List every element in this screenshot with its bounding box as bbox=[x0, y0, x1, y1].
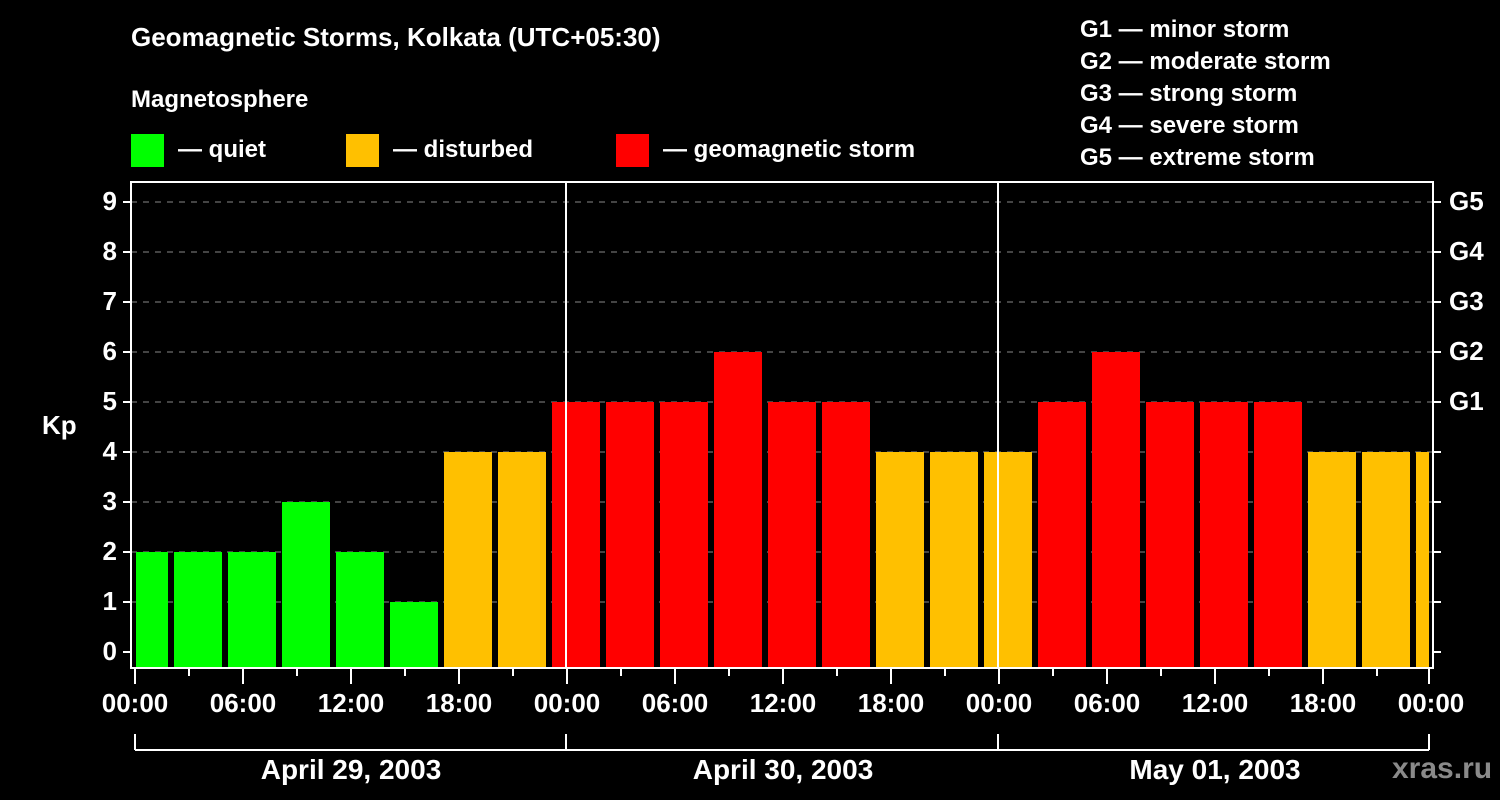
x-tick-label: 06:00 bbox=[1073, 688, 1141, 718]
y-tick-label: 8 bbox=[102, 236, 117, 266]
g-scale-item: G2 — moderate storm bbox=[1080, 48, 1331, 75]
kp-bar bbox=[1038, 402, 1086, 667]
g-scale-item: G4 — severe storm bbox=[1080, 112, 1299, 139]
y-tick-label: 1 bbox=[102, 586, 117, 616]
y-tick-label: 3 bbox=[102, 486, 117, 516]
kp-bar bbox=[1254, 402, 1302, 667]
legend-label: — quiet bbox=[178, 136, 266, 163]
x-tick-label: 00:00 bbox=[101, 688, 169, 718]
legend-item-disturbed: — disturbed bbox=[346, 133, 534, 167]
kp-bar bbox=[282, 502, 330, 667]
y-tick-label: 6 bbox=[102, 336, 117, 366]
kp-bar bbox=[1146, 402, 1194, 667]
g-scale-item: G5 — extreme storm bbox=[1080, 144, 1315, 171]
g-scale-legend: G1 — minor storm G2 — moderate storm G3 … bbox=[1080, 14, 1331, 174]
y-tick-label: 5 bbox=[102, 386, 117, 416]
quiet-swatch bbox=[131, 133, 164, 167]
x-tick-label: 00:00 bbox=[965, 688, 1033, 718]
x-tick-label: 00:00 bbox=[533, 688, 601, 718]
y-tick-label: 0 bbox=[102, 636, 117, 666]
g-level-label: G3 bbox=[1449, 286, 1484, 316]
g-scale-item: G3 — strong storm bbox=[1080, 80, 1298, 107]
kp-bar bbox=[606, 402, 654, 667]
kp-bar bbox=[714, 352, 762, 667]
kp-bar bbox=[822, 402, 870, 667]
x-tick-label: 06:00 bbox=[209, 688, 277, 718]
date-label: April 30, 2003 bbox=[692, 754, 874, 785]
kp-bar bbox=[390, 602, 438, 667]
kp-bar bbox=[1416, 452, 1429, 667]
y-tick-label: 9 bbox=[102, 186, 117, 216]
x-tick-label: 18:00 bbox=[425, 688, 493, 718]
kp-bar bbox=[228, 552, 276, 667]
watermark: xras.ru bbox=[1392, 752, 1493, 785]
y-tick-label: 7 bbox=[102, 286, 117, 316]
kp-bar bbox=[444, 452, 492, 667]
kp-bar bbox=[136, 552, 168, 667]
g-scale-item: G1 — minor storm bbox=[1080, 16, 1290, 43]
legend-heading: Magnetosphere bbox=[131, 86, 309, 113]
kp-bar bbox=[336, 552, 384, 667]
x-tick-label: 18:00 bbox=[857, 688, 925, 718]
kp-bar bbox=[1308, 452, 1356, 667]
x-tick-label: 12:00 bbox=[1181, 688, 1249, 718]
g-level-label: G4 bbox=[1449, 236, 1484, 266]
kp-bar bbox=[174, 552, 222, 667]
x-tick-label: 18:00 bbox=[1289, 688, 1357, 718]
kp-bar bbox=[930, 452, 978, 667]
date-label: April 29, 2003 bbox=[260, 754, 442, 785]
g-level-label: G2 bbox=[1449, 336, 1484, 366]
storm-swatch bbox=[616, 133, 649, 167]
y-tick-label: 4 bbox=[102, 436, 117, 466]
chart-title: Geomagnetic Storms, Kolkata (UTC+05:30) bbox=[131, 22, 661, 52]
g-level-label: G1 bbox=[1449, 386, 1484, 416]
x-tick-label: 06:00 bbox=[641, 688, 709, 718]
kp-bar bbox=[498, 452, 546, 667]
legend-label: — geomagnetic storm bbox=[663, 136, 916, 163]
legend-item-storm: — geomagnetic storm bbox=[616, 133, 916, 167]
kp-bar bbox=[1092, 352, 1140, 667]
date-label: May 01, 2003 bbox=[1129, 754, 1301, 785]
kp-bar bbox=[984, 452, 1032, 667]
disturbed-swatch bbox=[346, 133, 379, 167]
x-tick-label: 00:00 bbox=[1397, 688, 1465, 718]
kp-bar bbox=[1362, 452, 1410, 667]
kp-bar bbox=[768, 402, 816, 667]
kp-bar bbox=[660, 402, 708, 667]
x-tick-label: 12:00 bbox=[317, 688, 385, 718]
legend-item-quiet: — quiet bbox=[131, 133, 266, 167]
y-axis-label: Kp bbox=[42, 410, 77, 440]
x-tick-label: 12:00 bbox=[749, 688, 817, 718]
y-tick-label: 2 bbox=[102, 536, 117, 566]
g-level-label: G5 bbox=[1449, 186, 1484, 216]
legend-label: — disturbed bbox=[393, 136, 534, 163]
kp-bar bbox=[876, 452, 924, 667]
kp-bar bbox=[552, 402, 600, 667]
kp-bar bbox=[1200, 402, 1248, 667]
